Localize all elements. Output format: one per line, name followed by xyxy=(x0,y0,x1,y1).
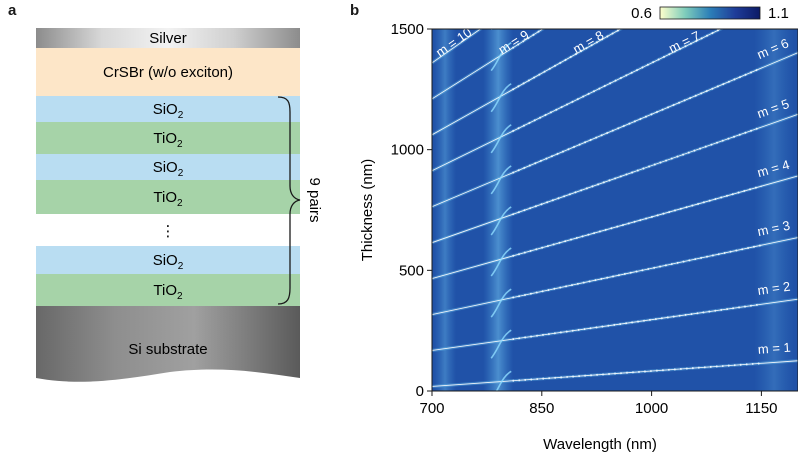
y-tick-label-1000: 1000 xyxy=(391,142,424,159)
mode-label-m7: m = 7 xyxy=(666,28,702,56)
colorbar-max-label: 1.1 xyxy=(768,5,789,22)
layer-si-substrate xyxy=(36,306,300,382)
mode-label-m1: m = 1 xyxy=(757,340,791,357)
mode-glow-m11 xyxy=(432,0,798,27)
mode-line-m8 xyxy=(432,29,622,136)
mode-label-m10: m = 10 xyxy=(433,25,474,60)
mode-label-m3: m = 3 xyxy=(756,218,791,239)
layer-tio2-2 xyxy=(36,180,300,214)
substrate-label: Si substrate xyxy=(128,341,207,358)
panel-letter-b: b xyxy=(350,2,360,19)
mode-line-m9 xyxy=(432,29,544,100)
mode-dots-m4 xyxy=(512,185,762,257)
anticrossing-m6 xyxy=(490,165,512,195)
mode-glow-m8 xyxy=(432,29,624,137)
mode-line-m6 xyxy=(432,52,798,208)
mode-dots-m10 xyxy=(513,0,762,6)
layer-label-tio2-3: TiO2 xyxy=(153,282,183,302)
x-tick-label-700: 700 xyxy=(419,400,444,417)
mode-label-m11: m = 11 xyxy=(385,24,425,60)
layer-sio2-1 xyxy=(36,96,300,122)
mode-dots-m5 xyxy=(512,126,762,216)
layer-label-sio2-3: SiO2 xyxy=(153,252,184,272)
layer-tio2-3 xyxy=(36,274,300,306)
mode-line-m7 xyxy=(432,29,722,172)
mode-line-m1 xyxy=(432,360,798,387)
y-axis-title: Thickness (nm) xyxy=(359,159,376,262)
mode-glow-m5 xyxy=(432,112,798,245)
mode-dots-m2 xyxy=(512,303,762,341)
mode-glow-m3 xyxy=(432,235,798,317)
pairs-brace xyxy=(277,96,301,305)
layer-stack-diagram: Silver CrSBr (w/o exciton) SiO2 TiO2 SiO2 TiO… xyxy=(36,28,323,382)
anticrossing-m5 xyxy=(490,206,512,236)
mode-label-m4: m = 4 xyxy=(756,157,792,180)
y-tick-label-1500: 1500 xyxy=(391,21,424,38)
x-axis-title: Wavelength (nm) xyxy=(543,436,657,453)
layer-tio2-1 xyxy=(36,122,300,154)
mode-line-m10 xyxy=(432,29,482,64)
x-tick-label-1000: 1000 xyxy=(635,400,668,417)
mode-dots-m8 xyxy=(512,29,623,91)
anticrossing-m7 xyxy=(490,124,512,154)
mode-glow-m10 xyxy=(432,29,484,65)
plot-frame xyxy=(431,28,798,392)
mode-glow-m4 xyxy=(432,174,798,281)
x-tick-label-850: 850 xyxy=(529,400,554,417)
panel-letter-a: a xyxy=(8,2,17,19)
y-tick-label-0: 0 xyxy=(416,383,424,400)
layer-label-silver: Silver xyxy=(149,30,187,47)
mode-dots-m6 xyxy=(512,67,762,174)
plot-area xyxy=(432,29,798,391)
mode-dots-m7 xyxy=(512,29,723,133)
layer-label-sio2-1: SiO2 xyxy=(153,101,184,121)
anticrossing-m1 xyxy=(495,370,512,391)
mode-line-m3 xyxy=(432,237,798,315)
mode-glow-m2 xyxy=(432,297,798,353)
layer-label-crsbr: CrSBr (w/o exciton) xyxy=(103,64,233,81)
anticrossing-m3 xyxy=(490,288,512,318)
mode-label-m12: m = 12 xyxy=(344,24,384,61)
anticrossing-m8 xyxy=(490,83,512,113)
mode-line-m5 xyxy=(432,113,798,244)
mode-line-m11 xyxy=(432,0,798,27)
mode-label-m6: m = 6 xyxy=(755,35,791,62)
mode-label-m8: m = 8 xyxy=(570,27,606,56)
anticrossing-m2 xyxy=(490,329,512,359)
left-edge-band xyxy=(434,29,456,391)
mode-glow-m9 xyxy=(432,29,546,101)
colorbar-bar xyxy=(659,6,761,20)
layer-crsbr xyxy=(36,48,300,96)
mode-line-m2 xyxy=(432,298,798,351)
colorbar-min-label: 0.6 xyxy=(631,5,652,22)
layer-label-tio2-2: TiO2 xyxy=(153,189,183,209)
mode-label-m5: m = 5 xyxy=(755,96,791,121)
layer-silver xyxy=(36,28,300,48)
layer-sio2-3 xyxy=(36,246,300,274)
mode-glow-m6 xyxy=(432,51,798,209)
mode-label-m2: m = 2 xyxy=(757,279,792,298)
mode-dots-m1 xyxy=(512,362,762,382)
exciton-band xyxy=(483,29,514,391)
mode-glow-m7 xyxy=(432,29,725,173)
layer-label-sio2-2: SiO2 xyxy=(153,159,184,179)
anticrossing-m9 xyxy=(490,41,512,72)
anticrossing-m4 xyxy=(490,247,512,277)
mode-dots-m3 xyxy=(512,244,762,299)
y-tick-label-500: 500 xyxy=(399,262,424,279)
layer-label-tio2-1: TiO2 xyxy=(153,130,183,150)
pairs-label: 9 pairs xyxy=(306,177,323,222)
layer-sio2-2 xyxy=(36,154,300,180)
mode-glow-m1 xyxy=(432,359,798,389)
x-tick-label-1150: 1150 xyxy=(745,400,777,417)
mode-line-m4 xyxy=(432,175,798,280)
mode-dots-m9 xyxy=(512,29,545,49)
stack-ellipsis: ⋮ xyxy=(161,223,176,240)
anticrossing-m10 xyxy=(490,29,493,31)
right-edge-band xyxy=(754,29,795,391)
mode-label-m9: m = 9 xyxy=(496,27,532,57)
